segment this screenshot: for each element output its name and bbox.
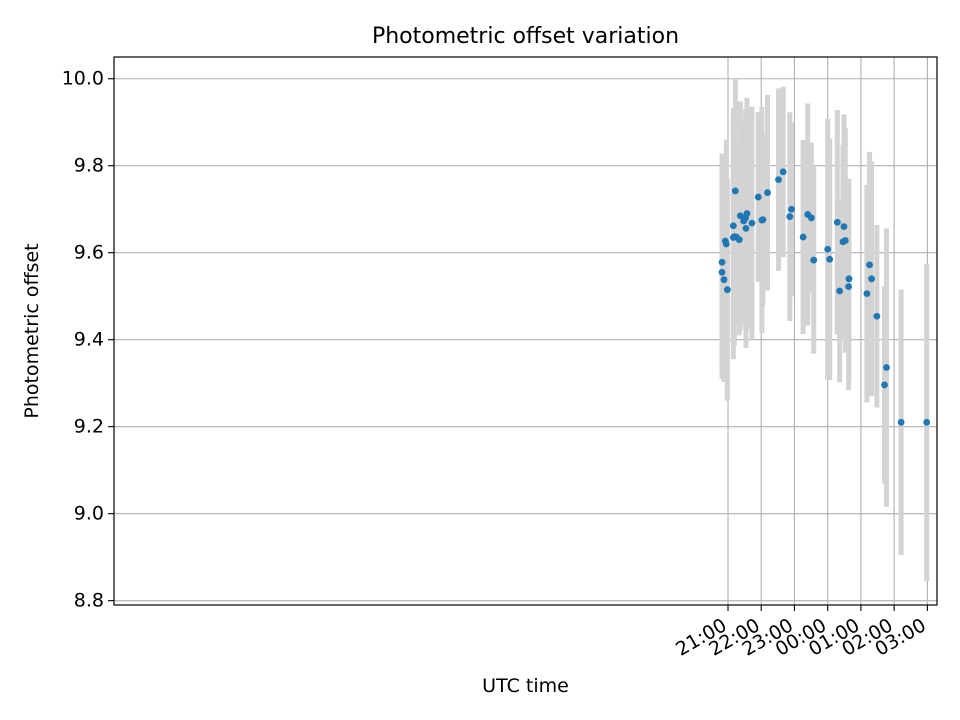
data-point: [868, 275, 875, 283]
y-axis-label: Photometric offset: [21, 243, 43, 418]
data-point: [779, 168, 787, 176]
data-point: [743, 210, 751, 217]
grid-lines: [114, 57, 937, 605]
x-axis-label: UTC time: [482, 675, 569, 697]
data-point: [833, 218, 841, 226]
chart-title: Photometric offset variation: [372, 24, 679, 49]
data-point: [775, 176, 782, 184]
data-point: [866, 261, 873, 269]
plot-frame: [113, 56, 938, 606]
data-point: [824, 245, 832, 253]
data-point: [736, 212, 744, 220]
y-tick-label: 10.0: [62, 68, 104, 90]
y-tick-label: 9.0: [74, 503, 104, 525]
data-point: [840, 223, 848, 231]
data-point: [836, 287, 844, 295]
y-tick-label: 9.8: [74, 155, 104, 177]
data-point: [788, 205, 795, 213]
data-point: [863, 290, 871, 297]
data-point: [826, 255, 834, 263]
data-point: [754, 193, 762, 201]
data-point: [731, 187, 739, 195]
data-point: [735, 236, 743, 244]
data-point: [845, 283, 853, 291]
data-point: [720, 276, 728, 284]
data-point: [722, 240, 730, 248]
y-axis-ticks: 8.8 9.0 9.2 9.4 9.6 9.8 10.0: [62, 68, 114, 612]
y-tick-label: 9.4: [74, 329, 104, 351]
data-point: [923, 418, 931, 426]
data-point: [764, 189, 771, 197]
data-point: [723, 286, 731, 294]
data-point: [742, 224, 750, 232]
y-tick-label: 8.8: [74, 590, 104, 612]
data-point: [841, 237, 849, 244]
data-point: [748, 219, 756, 227]
data-point: [799, 233, 807, 241]
data-point: [873, 312, 881, 320]
data-point: [883, 364, 890, 371]
y-tick-label: 9.2: [74, 416, 104, 438]
data-point: [810, 256, 818, 264]
data-points: [718, 168, 931, 426]
data-point: [808, 214, 815, 222]
data-point: [718, 268, 726, 276]
y-tick-label: 9.6: [74, 242, 104, 264]
data-point: [759, 216, 767, 224]
data-point: [718, 258, 726, 266]
data-point: [729, 222, 737, 230]
data-point: [881, 381, 888, 389]
data-point: [786, 213, 794, 221]
data-point: [897, 418, 905, 426]
data-point: [845, 275, 853, 283]
